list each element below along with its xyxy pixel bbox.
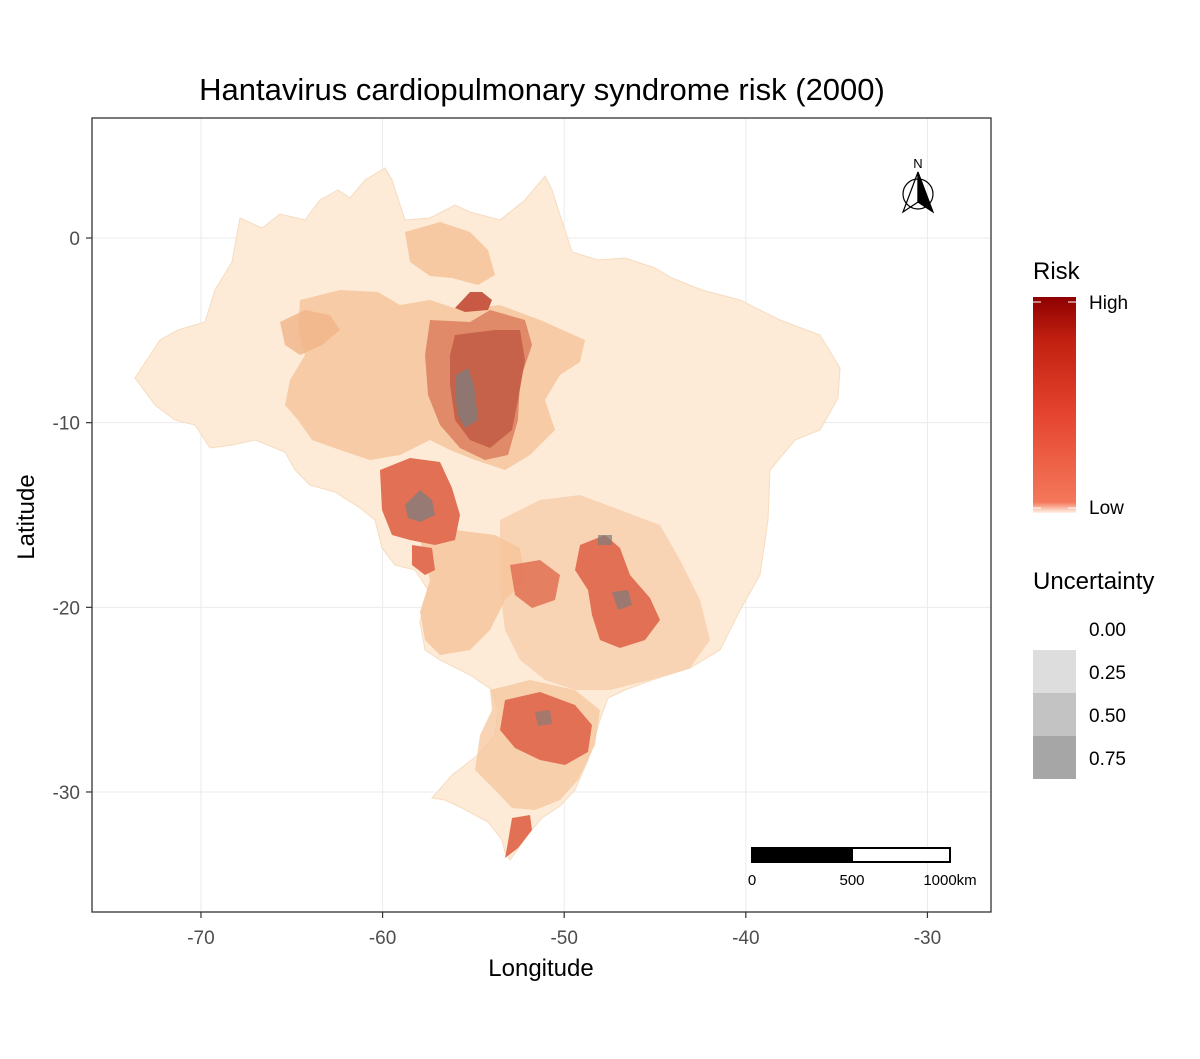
region-para-top xyxy=(455,292,492,312)
legend-uncertainty-key xyxy=(1033,607,1076,650)
region-central-west xyxy=(420,530,525,655)
scale-bar: 0 500 1000km xyxy=(748,847,977,889)
chart-title: Hantavirus cardiopulmonary syndrome risk… xyxy=(199,72,885,107)
x-tick-label: -30 xyxy=(914,928,941,949)
x-axis-title: Longitude xyxy=(488,955,593,982)
scale-label-500: 500 xyxy=(839,872,864,889)
region-sp-high xyxy=(510,560,560,608)
uncertainty-mg2 xyxy=(612,590,632,610)
x-tick-label: -40 xyxy=(732,928,759,949)
region-north-tan xyxy=(405,222,495,285)
x-axis: -70 -60 -50 -40 -30 xyxy=(187,912,941,949)
legend-uncertainty-label: 0.00 xyxy=(1089,620,1126,641)
north-arrow-icon: N xyxy=(901,156,935,214)
legend-uncertainty-label: 0.50 xyxy=(1089,706,1126,727)
legend-risk-high: High xyxy=(1089,293,1128,314)
scale-label-1000: 1000km xyxy=(923,872,976,889)
region-rs-south xyxy=(505,815,532,858)
legend-risk-low: Low xyxy=(1089,498,1124,519)
x-tick-label: -50 xyxy=(550,928,577,949)
legend-uncertainty-key xyxy=(1033,693,1076,736)
y-tick-label: -10 xyxy=(53,414,80,435)
region-pr-high xyxy=(500,692,592,765)
legend-uncertainty-key xyxy=(1033,736,1076,779)
y-axis-title: Latitude xyxy=(13,474,40,559)
brazil-map xyxy=(134,167,841,861)
legend-uncertainty-label: 0.75 xyxy=(1089,749,1126,770)
panel-border xyxy=(91,117,992,913)
north-label: N xyxy=(913,156,922,171)
x-tick-label: -70 xyxy=(187,928,214,949)
map-panel: N 0 500 1000km xyxy=(91,117,992,913)
uncertainty-mg1 xyxy=(598,535,612,545)
scale-label-0: 0 xyxy=(748,872,756,889)
legend-risk-title: Risk xyxy=(1033,258,1081,285)
uncertainty-mt xyxy=(405,490,435,522)
legend-risk-gradient xyxy=(1033,297,1076,513)
y-tick-label: -20 xyxy=(53,598,80,619)
y-tick-label: 0 xyxy=(69,229,80,250)
legend-uncertainty-label: 0.25 xyxy=(1089,663,1126,684)
region-west-tan xyxy=(280,310,340,355)
region-mt-south xyxy=(412,545,435,575)
x-tick-label: -60 xyxy=(369,928,396,949)
y-axis: 0 -10 -20 -30 xyxy=(53,229,92,804)
legend-risk: Risk High Low xyxy=(1033,258,1128,519)
uncertainty-pr xyxy=(535,710,552,726)
uncertainty-para xyxy=(455,368,478,428)
legend-uncertainty: Uncertainty 0.00 0.25 0.50 0.75 xyxy=(1033,568,1154,779)
y-tick-label: -30 xyxy=(53,783,80,804)
legend-uncertainty-key xyxy=(1033,650,1076,693)
legend-uncertainty-title: Uncertainty xyxy=(1033,568,1154,595)
